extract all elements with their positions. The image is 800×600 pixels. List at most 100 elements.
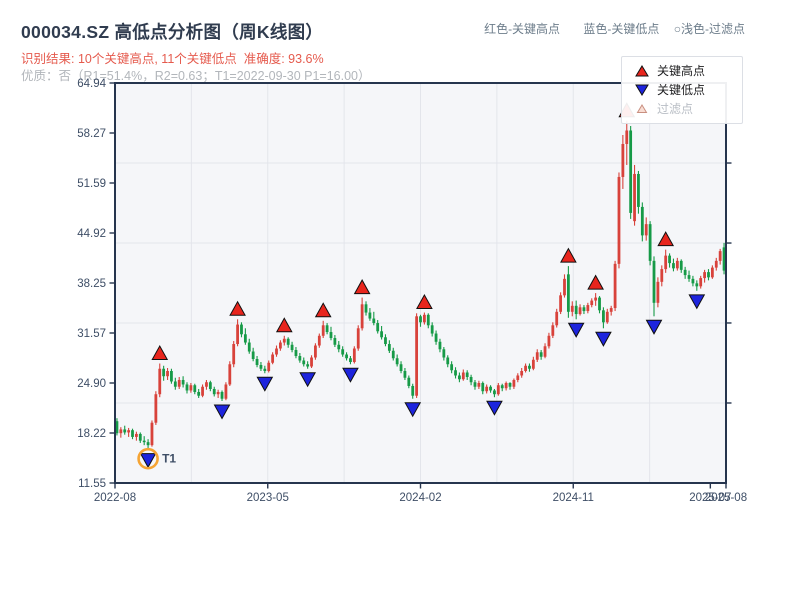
candle-body	[602, 310, 605, 323]
candle-body	[349, 358, 352, 363]
candle-body	[710, 267, 714, 278]
key-high-marker	[560, 247, 577, 263]
candle-body	[489, 386, 492, 391]
header-legend-filtered-label: ○浅色-过滤点	[673, 22, 745, 36]
x-tick-label: 2025-07	[689, 492, 731, 504]
x-tick-label: 2023-05	[247, 492, 289, 504]
candle-body	[325, 325, 329, 333]
candle-body	[162, 368, 166, 377]
candle-body	[115, 421, 119, 434]
candle-body	[384, 337, 387, 345]
candle-body	[329, 332, 333, 339]
candle-body	[278, 342, 282, 349]
legend-key-low-label: 关键低点	[657, 83, 706, 97]
candle-body	[528, 365, 531, 369]
key-low-marker	[486, 400, 503, 416]
candle-body	[430, 325, 434, 334]
legend-key-high-label: 关键高点	[657, 64, 706, 78]
legend-item-filtered: 过滤点	[635, 99, 742, 118]
candle-body	[454, 370, 457, 376]
candle-body	[220, 391, 224, 399]
key-low-marker	[213, 404, 231, 420]
key-high-marker	[657, 231, 675, 247]
candle-body	[566, 274, 570, 312]
candle-body	[321, 325, 325, 336]
candle-body	[216, 391, 220, 395]
candle-body	[493, 390, 496, 395]
candle-body	[679, 260, 683, 270]
triangle-up-icon	[635, 64, 649, 76]
candle-body	[707, 272, 710, 278]
candle-body	[150, 422, 154, 446]
candle-body	[590, 300, 594, 306]
candle-body	[247, 342, 251, 352]
candle-body	[306, 364, 310, 367]
candle-body	[660, 269, 664, 282]
legend-item-key-low: 关键低点	[635, 80, 742, 99]
candle-body	[531, 359, 535, 369]
candle-body	[259, 365, 263, 369]
candle-body	[469, 376, 473, 383]
candle-body	[356, 328, 360, 349]
candle-body	[185, 384, 189, 391]
candle-body	[621, 143, 625, 177]
candle-body	[403, 370, 407, 378]
candle-body	[683, 269, 687, 276]
candle-body	[422, 314, 426, 323]
candle-body	[380, 331, 383, 338]
candle-body	[189, 385, 193, 391]
candle-body	[535, 352, 539, 360]
candle-body	[551, 325, 555, 336]
key-low-marker	[688, 294, 706, 310]
key-low-marker	[645, 319, 663, 335]
candle-body	[520, 370, 524, 376]
candle-body	[146, 442, 150, 446]
candle-body	[563, 278, 566, 296]
candle-body	[668, 255, 671, 264]
candle-body	[543, 346, 547, 357]
recognition-result-text: 识别结果: 10个关键高点, 11个关键低点 准确度: 93.6%	[21, 52, 324, 66]
candle-body	[131, 430, 134, 437]
candle-body	[376, 323, 380, 332]
candle-body	[228, 364, 232, 385]
candle-body	[703, 272, 706, 279]
key-high-marker	[587, 274, 604, 290]
candle-body	[504, 382, 508, 389]
candle-body	[664, 255, 668, 270]
candle-body	[458, 375, 461, 380]
key-high-marker	[229, 300, 246, 316]
candle-body	[461, 372, 465, 380]
candle-body	[251, 351, 255, 360]
candle-body	[294, 350, 298, 357]
candle-body	[263, 368, 267, 371]
candle-body	[434, 333, 438, 342]
candle-body	[138, 433, 142, 441]
candle-body	[547, 335, 551, 347]
candle-body	[652, 260, 656, 303]
candle-body	[691, 278, 695, 284]
key-low-marker	[567, 322, 585, 338]
candle-body	[314, 345, 317, 358]
y-tick-label: 44.92	[77, 228, 106, 240]
candle-body	[415, 316, 419, 396]
candle-body	[699, 278, 703, 287]
candle-body	[290, 344, 294, 351]
candle-body	[341, 349, 345, 355]
y-tick-label: 51.59	[77, 178, 106, 190]
t1-annotation-label: T1	[162, 452, 176, 466]
candle-body	[473, 382, 477, 387]
y-tick-label: 58.27	[77, 128, 106, 140]
candle-body	[364, 304, 368, 313]
candle-body	[119, 429, 123, 434]
y-tick-label: 24.90	[77, 378, 106, 390]
candle-body	[722, 247, 726, 271]
candle-body	[142, 440, 146, 443]
candle-body	[582, 307, 586, 312]
candle-body	[352, 348, 356, 363]
candle-body	[212, 388, 216, 395]
chart-legend: 关键高点 关键低点 过滤点	[621, 56, 743, 124]
candle-body	[345, 354, 348, 359]
candle-body	[648, 224, 652, 261]
candle-body	[559, 295, 563, 312]
